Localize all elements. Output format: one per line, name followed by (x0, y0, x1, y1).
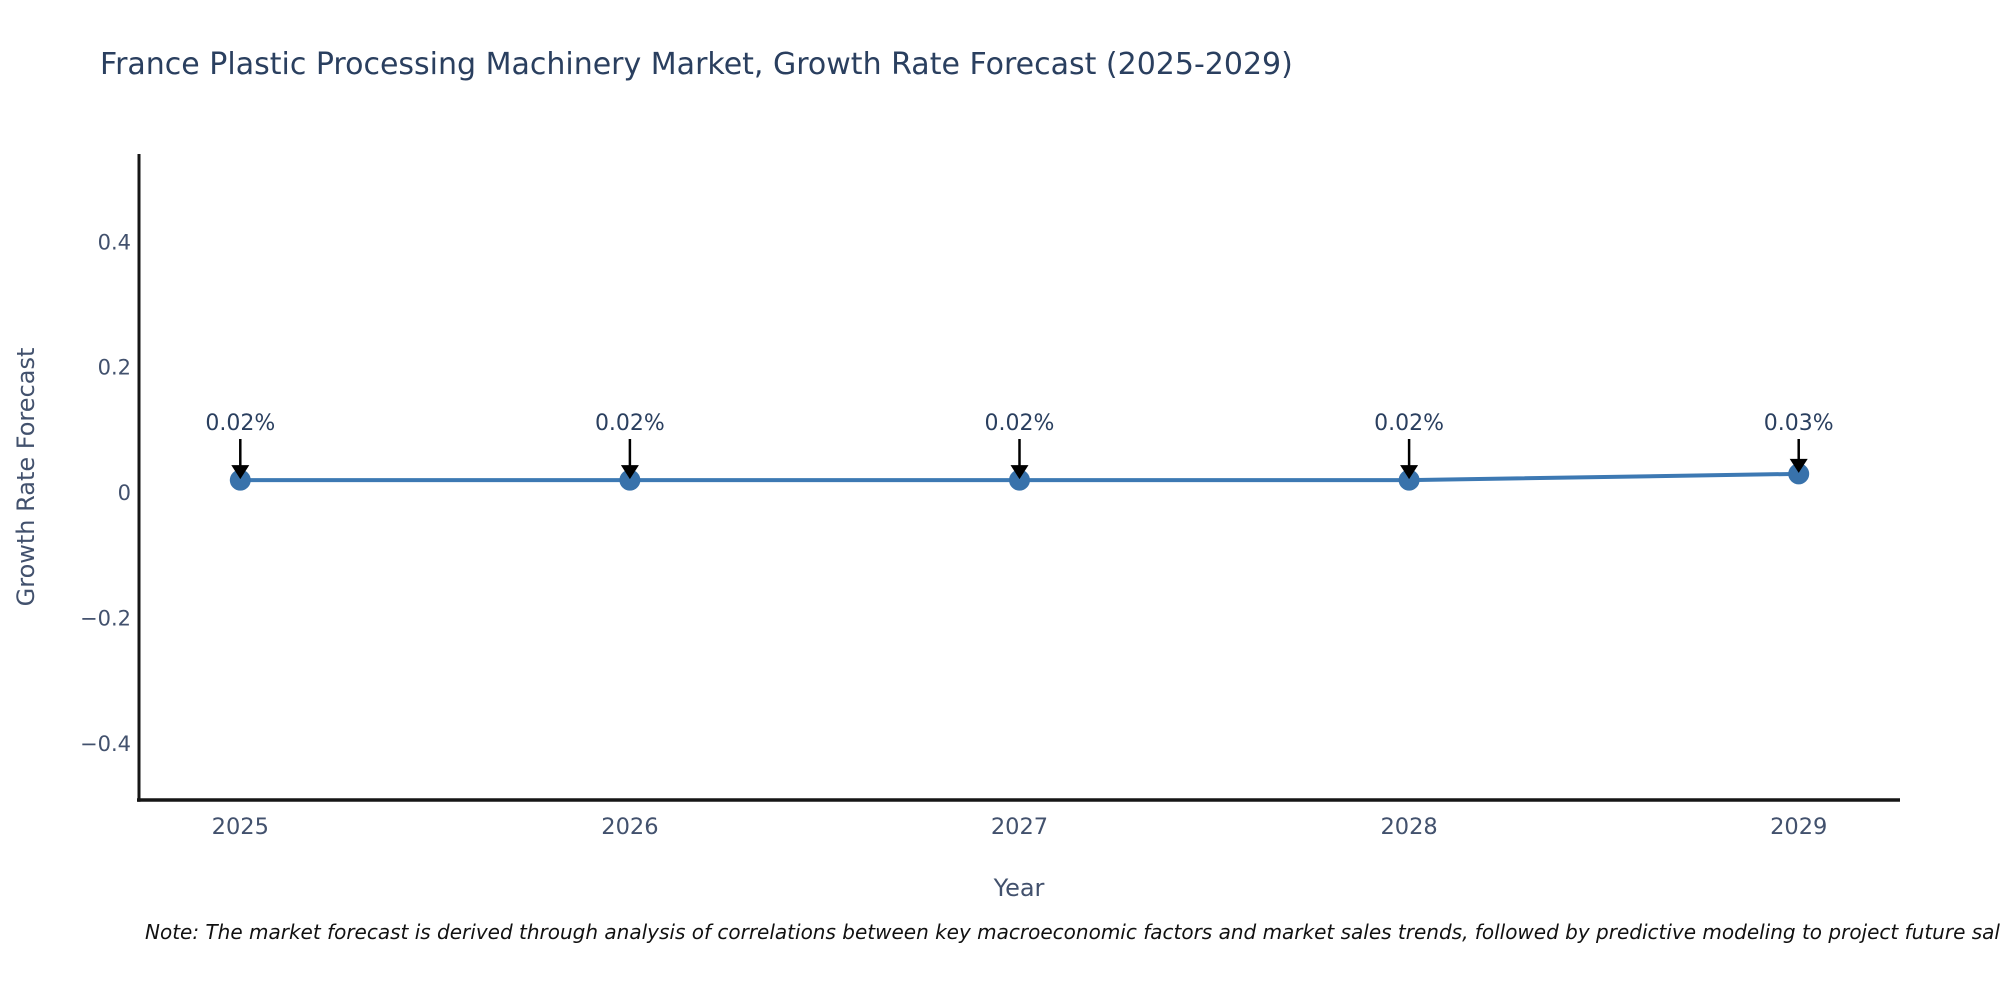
data-point-annotation: 0.02% (1374, 411, 1444, 436)
x-tick-label: 2028 (1380, 814, 1437, 840)
data-point-marker (619, 469, 641, 491)
data-point-annotation: 0.02% (985, 411, 1055, 436)
data-point-annotation: 0.02% (205, 411, 275, 436)
data-point-marker (1788, 463, 1810, 485)
y-tick-label: −0.2 (80, 607, 131, 631)
footnote: Note: The market forecast is derived thr… (145, 920, 2000, 944)
x-tick-label: 2026 (601, 814, 658, 840)
data-point-annotation: 0.03% (1764, 411, 1834, 436)
y-tick-label: 0.2 (98, 356, 131, 380)
annotation-arrowhead-icon (1010, 465, 1029, 480)
annotation-arrowhead-icon (620, 465, 639, 480)
annotation-arrowhead-icon (1789, 458, 1808, 473)
y-tick-label: −0.4 (80, 732, 131, 756)
data-point-marker (1398, 469, 1420, 491)
annotation-arrowhead-icon (231, 465, 250, 480)
data-point-marker (229, 469, 251, 491)
data-point-marker (1009, 469, 1030, 491)
x-axis-title: Year (993, 874, 1045, 902)
x-tick-label: 2025 (212, 814, 269, 840)
x-tick-label: 2027 (991, 814, 1048, 840)
chart-title: France Plastic Processing Machinery Mark… (100, 47, 1293, 82)
y-tick-label: 0.4 (98, 230, 131, 254)
data-point-annotation: 0.02% (595, 411, 665, 436)
y-tick-label: 0 (118, 481, 131, 505)
annotation-arrowhead-icon (1400, 465, 1419, 480)
x-tick-label: 2029 (1770, 814, 1827, 840)
